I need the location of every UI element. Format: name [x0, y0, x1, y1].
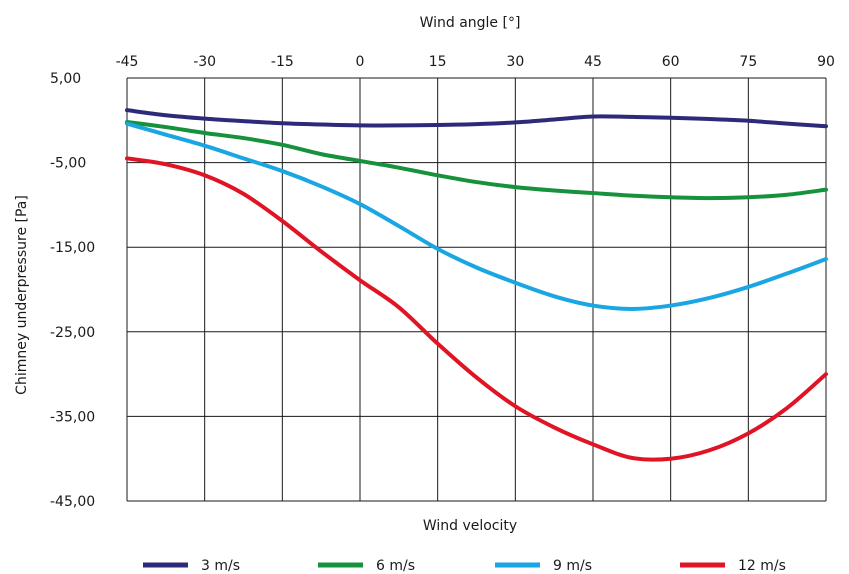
x-tick-label: -30	[193, 54, 216, 70]
top-axis-title: Wind angle [°]	[420, 15, 521, 31]
series-line-12-m-s	[125, 156, 828, 462]
legend-label: 3 m/s	[201, 558, 240, 574]
x-tick-label: 60	[662, 54, 680, 70]
tick-labels: -45 -30 -15 0 15 30 45 60 75 90 5,00 -5,00 -15,00 -25…	[50, 54, 835, 510]
series-lines	[125, 108, 828, 462]
bottom-axis-title: Wind velocity	[423, 518, 517, 534]
gridlines	[126, 77, 827, 502]
y-tick-label: -25,00	[50, 325, 95, 341]
x-tick-label: 15	[429, 54, 447, 70]
x-tick-label: -45	[116, 54, 139, 70]
x-tick-label: 90	[817, 54, 835, 70]
y-tick-label: 5,00	[50, 71, 81, 87]
x-tick-label: -15	[271, 54, 294, 70]
y-tick-label: -45,00	[50, 494, 95, 510]
x-tick-label: 0	[356, 54, 365, 70]
y-tick-label: -5,00	[50, 156, 86, 172]
y-axis-title: Chimney underpressure [Pa]	[14, 195, 30, 395]
legend-label: 12 m/s	[738, 558, 786, 574]
x-tick-label: 45	[584, 54, 602, 70]
series-line-3-m-s	[125, 108, 828, 129]
y-tick-label: -15,00	[50, 240, 95, 256]
legend-label: 9 m/s	[553, 558, 592, 574]
x-tick-label: 75	[739, 54, 757, 70]
series-line-6-m-s	[125, 119, 828, 201]
y-tick-label: -35,00	[50, 409, 95, 425]
legend-label: 6 m/s	[376, 558, 415, 574]
legend: 3 m/s 6 m/s 9 m/s 12 m/s	[143, 558, 786, 574]
x-tick-label: 30	[506, 54, 524, 70]
series-line-9-m-s	[125, 121, 828, 311]
